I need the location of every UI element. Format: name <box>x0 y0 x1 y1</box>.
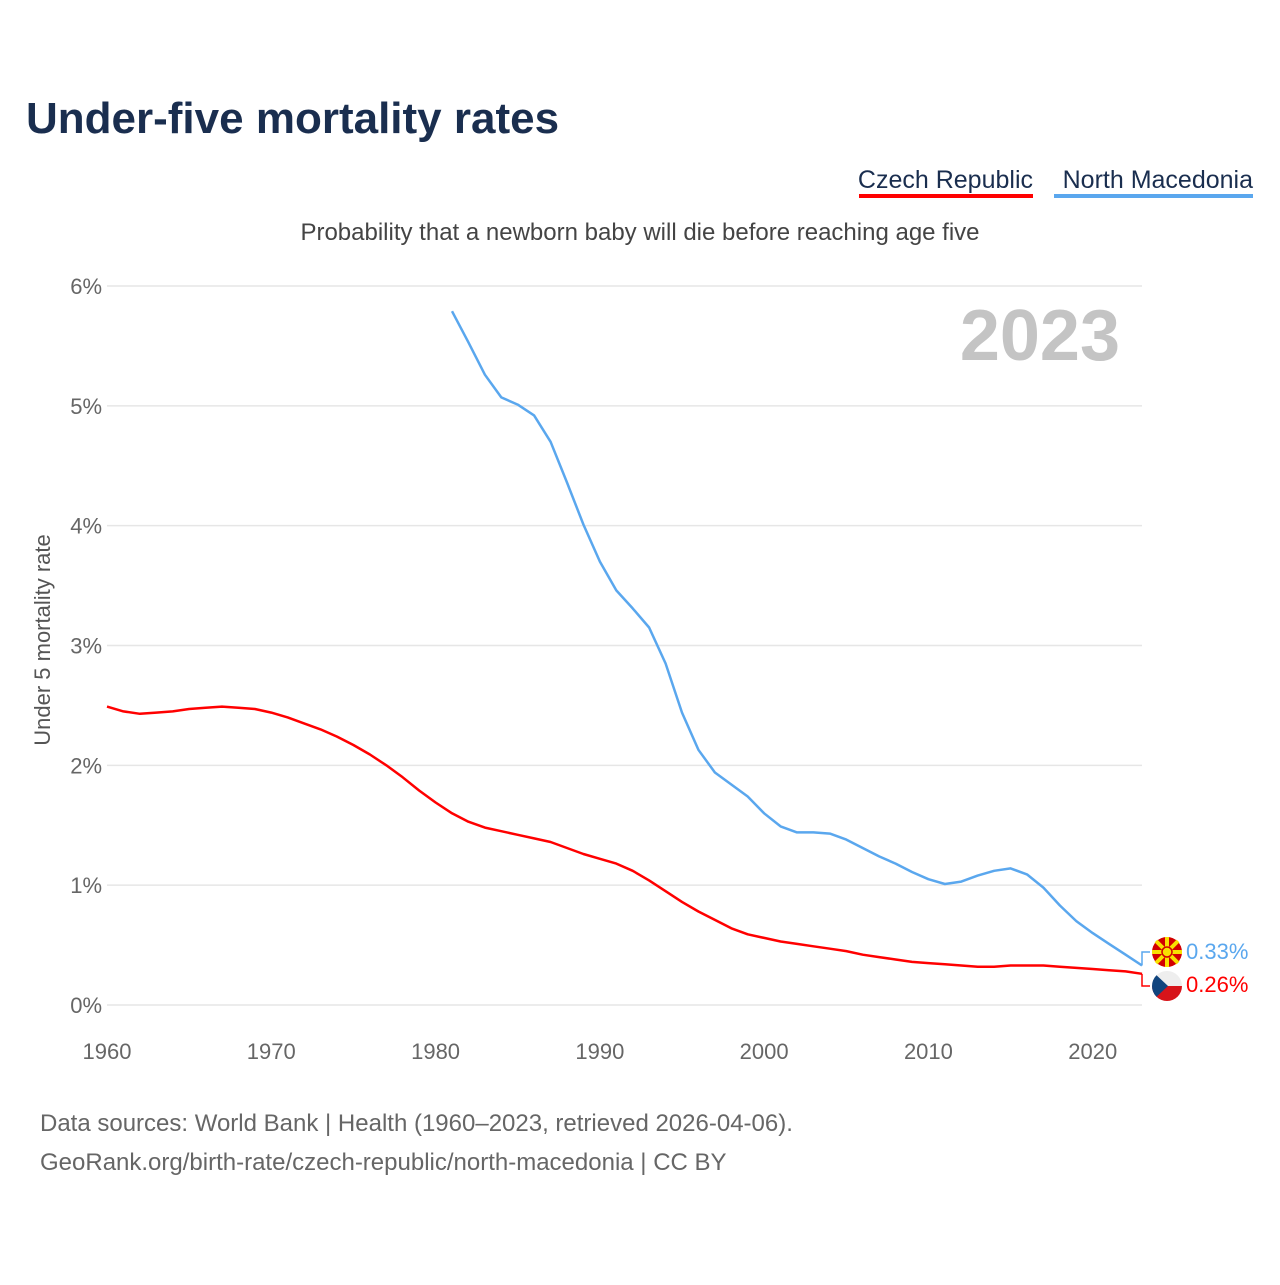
legend-label-north-macedonia: North Macedonia <box>1063 166 1253 194</box>
source-link[interactable]: GeoRank.org/birth-rate/czech-republic/no… <box>40 1149 727 1176</box>
end-labels: 0.33% 0.26% <box>1152 937 1248 1001</box>
y-tick-label: 3% <box>70 634 102 659</box>
y-tick-label: 2% <box>70 753 102 778</box>
x-tick-label: 2000 <box>740 1039 789 1064</box>
legend-label-czech-republic: Czech Republic <box>858 166 1033 194</box>
series-line-north-macedonia[interactable] <box>450 310 1143 967</box>
year-label: 2023 <box>960 296 1120 376</box>
legend-item-czech-republic[interactable]: Czech Republic <box>858 166 1033 198</box>
legend: Czech Republic North Macedonia <box>858 166 1253 198</box>
x-tick-label: 1990 <box>575 1039 624 1064</box>
y-tick-label: 4% <box>70 514 102 539</box>
series-lines <box>106 310 1150 987</box>
y-tick-label: 1% <box>70 873 102 898</box>
end-label-north-macedonia: 0.33% <box>1186 939 1248 964</box>
flag-czech-republic-icon <box>1152 971 1182 1001</box>
y-tick-label: 0% <box>70 993 102 1018</box>
end-label-connector <box>1141 973 1150 987</box>
y-tick-label: 6% <box>70 274 102 299</box>
legend-swatch-north-macedonia <box>1054 194 1253 198</box>
x-tick-label: 2020 <box>1068 1039 1117 1064</box>
x-tick-label: 2010 <box>904 1039 953 1064</box>
y-tick-label: 5% <box>70 394 102 419</box>
x-tick-label: 1960 <box>83 1039 132 1064</box>
y-axis-label: Under 5 mortality rate <box>30 534 55 746</box>
flag-north-macedonia-icon <box>1152 937 1182 967</box>
y-axis: 0% 1% 2% 3% 4% 5% 6% <box>70 274 102 1018</box>
x-tick-label: 1980 <box>411 1039 460 1064</box>
x-tick-label: 1970 <box>247 1039 296 1064</box>
series-line-czech-republic[interactable] <box>106 705 1143 976</box>
chart-subtitle: Probability that a newborn baby will die… <box>300 219 979 246</box>
gridlines <box>107 285 1142 1006</box>
source-note: Data sources: World Bank | Health (1960–… <box>40 1110 793 1137</box>
legend-item-north-macedonia[interactable]: North Macedonia <box>1054 166 1253 198</box>
end-label-connector <box>1141 951 1150 966</box>
end-label-czech-republic: 0.26% <box>1186 972 1248 997</box>
chart-title: Under-five mortality rates <box>26 94 559 143</box>
x-axis: 1960 1970 1980 1990 2000 2010 2020 <box>83 1039 1118 1064</box>
legend-swatch-czech-republic <box>859 194 1033 198</box>
